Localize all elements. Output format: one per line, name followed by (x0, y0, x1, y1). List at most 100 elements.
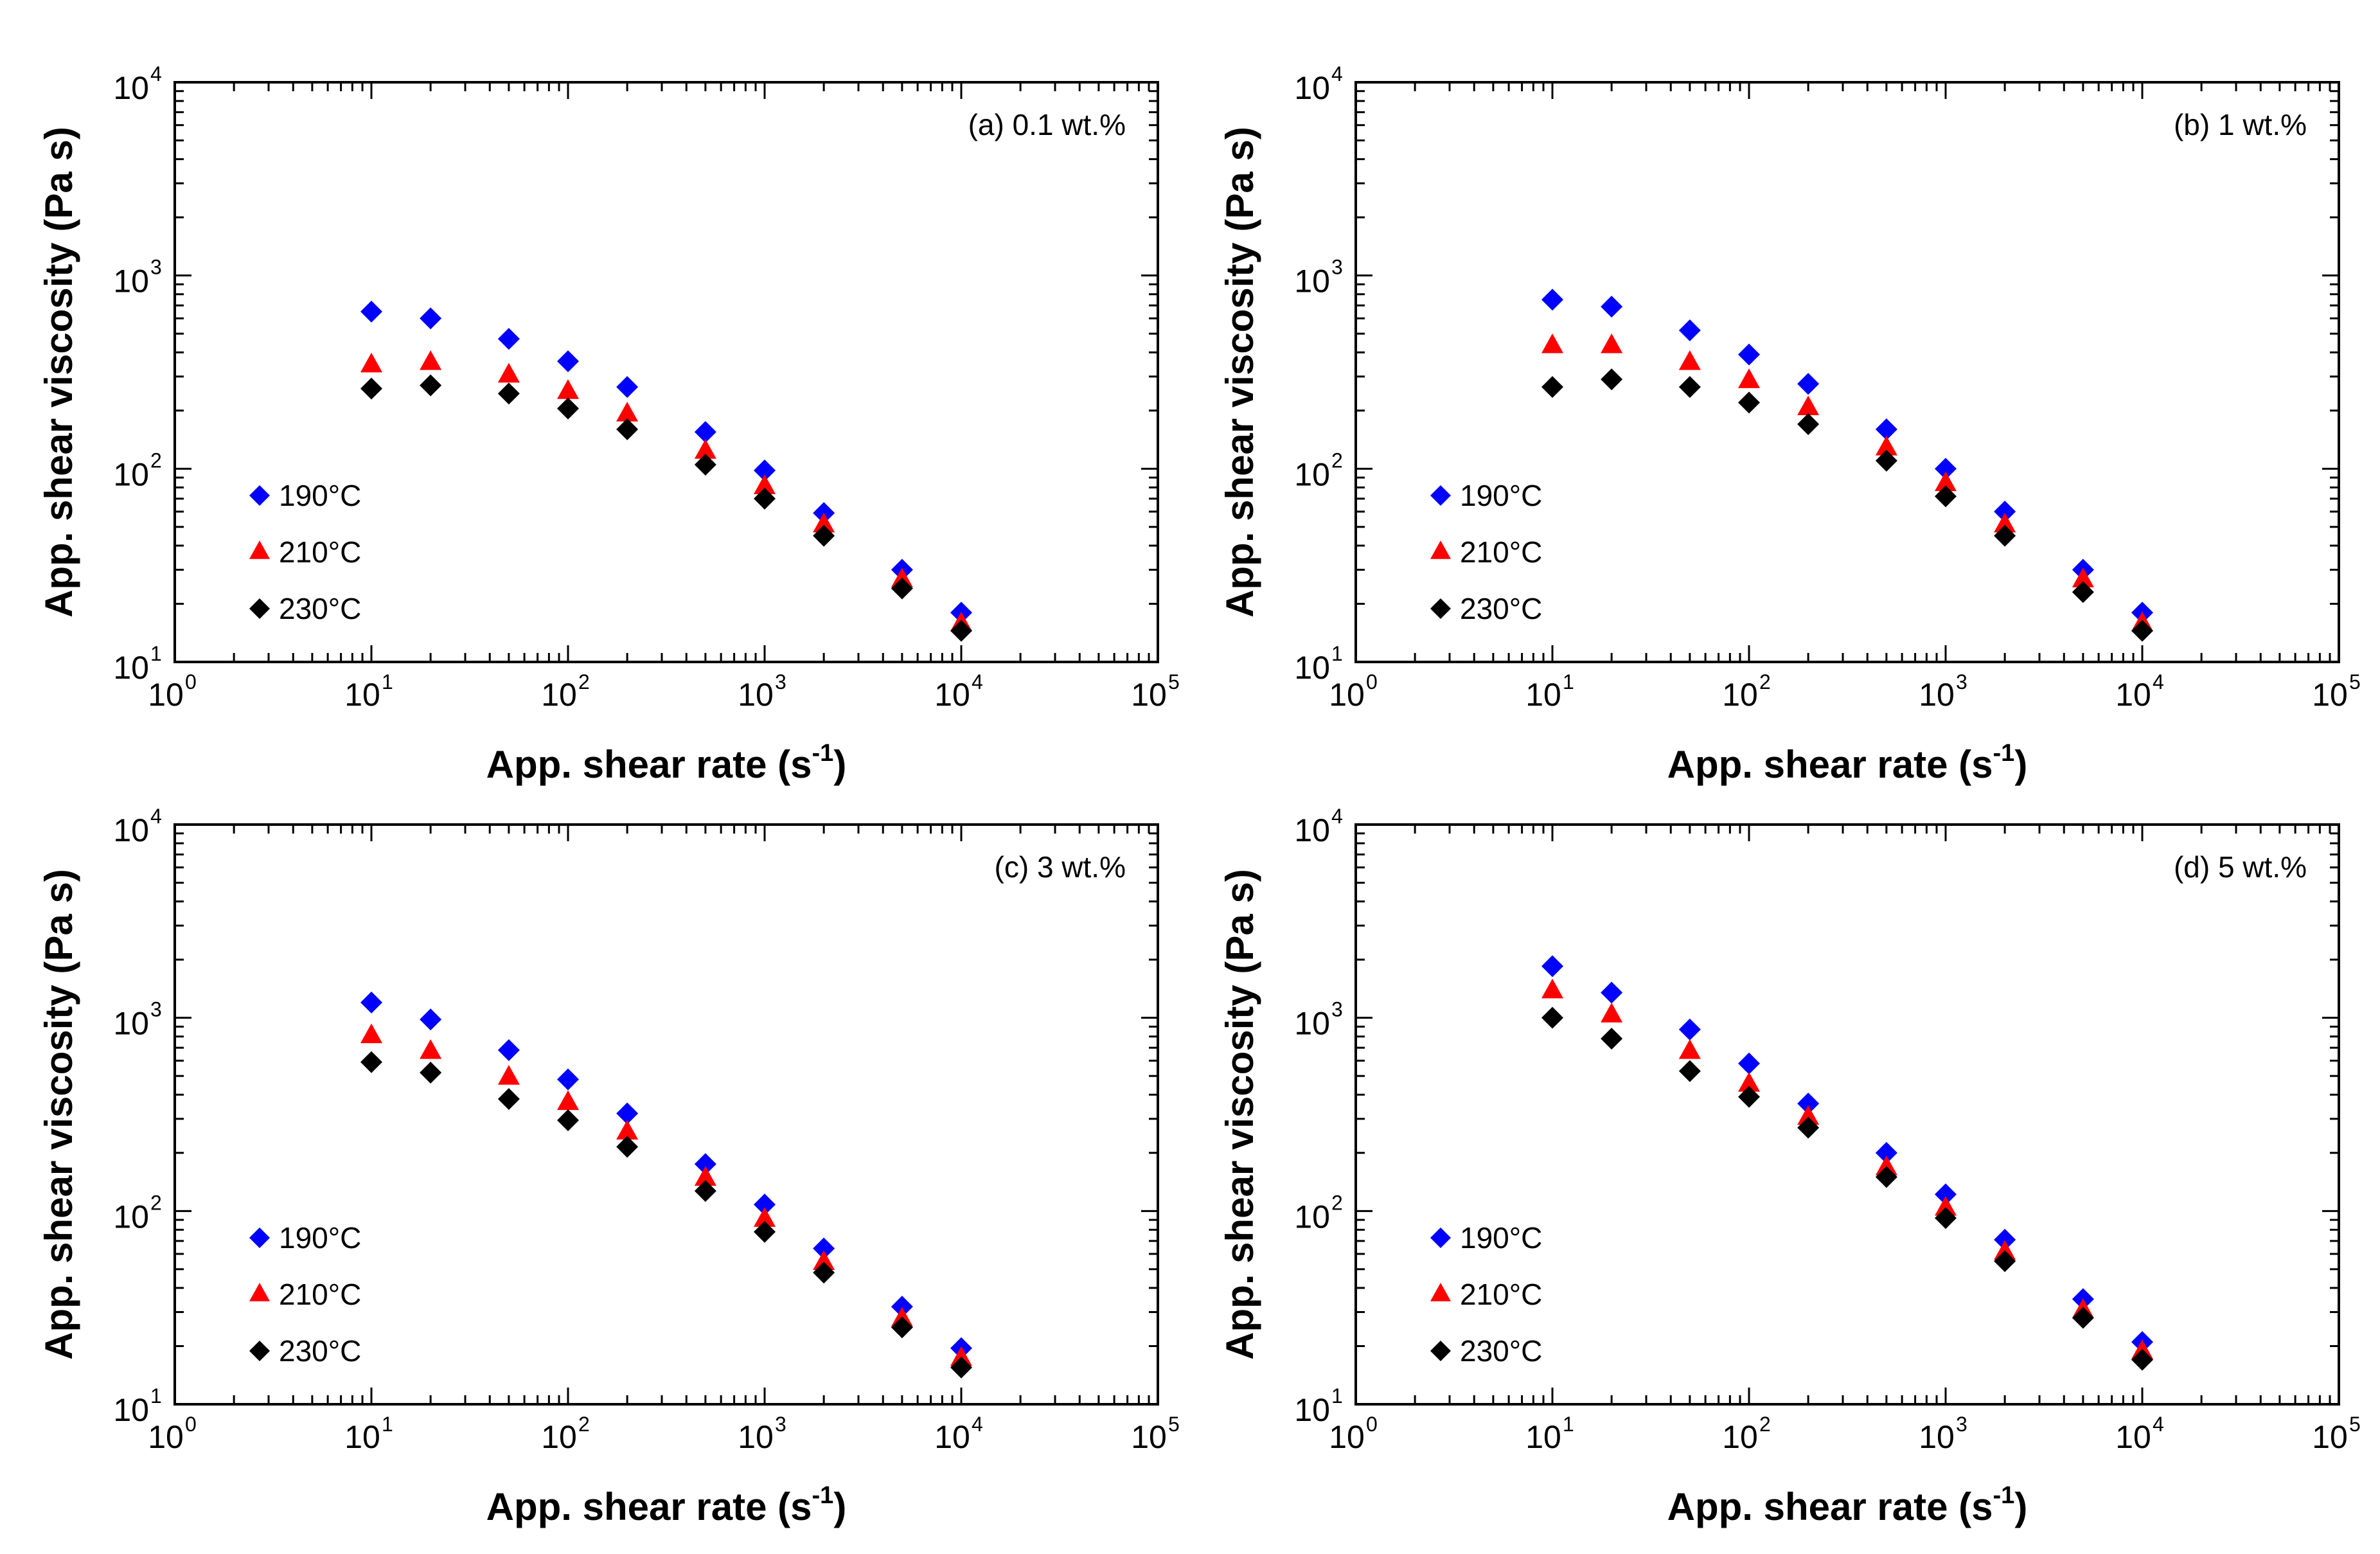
panel-label: (b) 1 wt.% (2174, 108, 2307, 141)
y-tick-label-exponent: 4 (1331, 805, 1343, 828)
data-point (1678, 1039, 1701, 1059)
x-axis-ticks (1354, 82, 2340, 662)
data-point (1601, 1028, 1623, 1050)
x-tick-label: 10 (541, 1419, 577, 1455)
data-point (1738, 1085, 1760, 1108)
data-point (813, 512, 835, 533)
x-tick-label: 10 (148, 677, 184, 713)
data-point (1678, 350, 1701, 370)
x-tick-label-exponent: 5 (1168, 670, 1180, 693)
y-axis-ticks (1356, 823, 2339, 1406)
data-point (891, 1296, 913, 1318)
y-tick-label: 10 (1294, 1199, 1330, 1235)
legend-label: 190°C (279, 1221, 361, 1255)
x-tick-label: 10 (738, 677, 774, 713)
y-axis-ticks (175, 823, 1158, 1406)
data-point (754, 1193, 776, 1216)
y-tick-label: 10 (113, 650, 149, 686)
data-point (1738, 1072, 1760, 1092)
data-point (557, 379, 579, 399)
y-axis-title: App. shear viscosity (Pa s) (37, 869, 80, 1360)
x-tick-label-exponent: 3 (775, 670, 786, 693)
legend-marker (249, 1283, 270, 1301)
data-point (497, 362, 520, 383)
x-axis-title: App. shear rate (s-1) (486, 740, 847, 786)
y-tick-label: 10 (1294, 812, 1330, 848)
x-axis-title: App. shear rate (s-1) (1667, 740, 2028, 786)
x-axis-title: App. shear rate (s-1) (1667, 1482, 2028, 1528)
data-point (1797, 1093, 1820, 1115)
data-point (497, 382, 520, 405)
data-point (1994, 501, 2016, 523)
data-point (420, 1062, 442, 1084)
data-point (1678, 1018, 1701, 1040)
x-tick-label-exponent: 5 (1168, 1413, 1180, 1436)
y-tick-label-exponent: 3 (150, 998, 162, 1021)
legend-label: 210°C (1460, 535, 1542, 569)
data-point (950, 620, 972, 642)
data-point (616, 376, 639, 398)
data-point (360, 1051, 382, 1073)
legend-marker (1430, 485, 1451, 506)
legend-marker (249, 598, 270, 619)
x-tick-label-exponent: 1 (382, 670, 393, 693)
data-point (420, 1008, 442, 1031)
legend-marker (1430, 540, 1451, 559)
x-tick-label-exponent: 3 (1956, 670, 1967, 693)
data-point (950, 1346, 972, 1366)
x-tick-label-exponent: 4 (2153, 1413, 2164, 1436)
x-tick-label-exponent: 1 (382, 1413, 393, 1436)
data-point (497, 1088, 520, 1111)
y-tick-label-exponent: 1 (150, 1384, 162, 1407)
data-point (1935, 1183, 1957, 1206)
data-point (1994, 1250, 2016, 1273)
data-point (497, 1039, 520, 1062)
x-axis-ticks (173, 825, 1159, 1404)
data-point (1935, 1195, 1957, 1216)
data-point (2072, 567, 2094, 587)
data-point (813, 524, 835, 547)
x-tick-label: 10 (2115, 677, 2151, 713)
x-tick-label-exponent: 2 (1759, 1413, 1771, 1436)
series-1 (1541, 978, 2153, 1359)
x-tick-label-exponent: 2 (1759, 670, 1771, 693)
legend-marker (249, 1228, 270, 1248)
x-tick-label-exponent: 4 (972, 670, 983, 693)
data-point (1875, 1166, 1897, 1188)
x-tick-label-exponent: 0 (1366, 1413, 1378, 1436)
data-point (360, 377, 382, 400)
series-0 (1541, 289, 2153, 624)
y-axis-title: App. shear viscosity (Pa s) (37, 127, 80, 618)
y-tick-label: 10 (1294, 1392, 1330, 1428)
y-tick-label: 10 (1294, 263, 1330, 299)
data-point (360, 300, 382, 323)
data-point (557, 1090, 579, 1111)
y-tick-label: 10 (1294, 1006, 1330, 1042)
data-point (2072, 581, 2094, 603)
data-point (1738, 368, 1760, 388)
data-point (616, 418, 639, 440)
y-tick-label-exponent: 2 (150, 449, 162, 472)
data-point (1738, 1052, 1760, 1075)
data-point (1738, 391, 1760, 414)
data-point (1797, 373, 1820, 395)
y-tick-label: 10 (113, 456, 149, 492)
data-point (1541, 333, 1563, 353)
data-point (616, 1102, 639, 1125)
data-point (1541, 978, 1563, 999)
plot-frame (173, 823, 1159, 1406)
panel-label: (c) 3 wt.% (995, 850, 1126, 884)
legend-label: 230°C (1460, 1334, 1542, 1368)
series-1 (360, 1023, 972, 1366)
series-0 (360, 991, 972, 1359)
x-tick-label: 10 (1722, 677, 1758, 713)
data-point (754, 487, 776, 510)
legend: 190°C 210°C 230°C (1430, 1221, 1542, 1368)
legend-marker (1430, 1283, 1451, 1301)
x-tick-label-exponent: 3 (1956, 1413, 1967, 1436)
legend-label: 210°C (1460, 1278, 1542, 1311)
x-tick-label-exponent: 4 (2153, 670, 2164, 693)
